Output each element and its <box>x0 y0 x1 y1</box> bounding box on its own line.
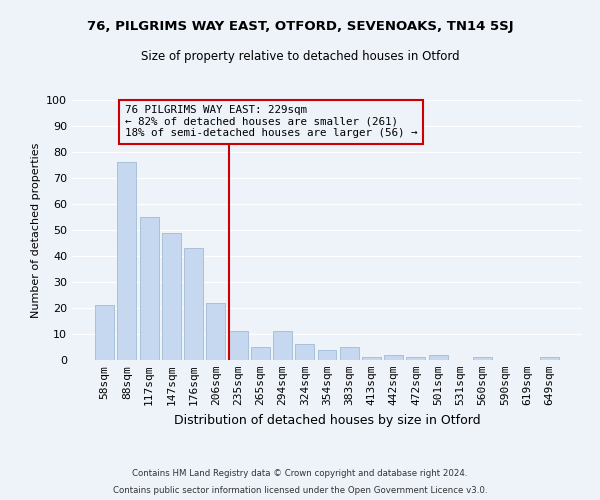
Bar <box>273 332 292 360</box>
Bar <box>95 306 114 360</box>
Bar <box>118 162 136 360</box>
X-axis label: Distribution of detached houses by size in Otford: Distribution of detached houses by size … <box>173 414 481 426</box>
Bar <box>340 347 359 360</box>
Bar <box>162 232 181 360</box>
Bar <box>251 347 270 360</box>
Bar <box>429 355 448 360</box>
Bar <box>184 248 203 360</box>
Text: 76, PILGRIMS WAY EAST, OTFORD, SEVENOAKS, TN14 5SJ: 76, PILGRIMS WAY EAST, OTFORD, SEVENOAKS… <box>86 20 514 33</box>
Bar <box>362 358 381 360</box>
Bar <box>540 358 559 360</box>
Bar <box>140 217 158 360</box>
Bar <box>206 303 225 360</box>
Bar <box>295 344 314 360</box>
Bar <box>384 355 403 360</box>
Bar <box>406 358 425 360</box>
Text: Size of property relative to detached houses in Otford: Size of property relative to detached ho… <box>140 50 460 63</box>
Bar <box>317 350 337 360</box>
Text: Contains HM Land Registry data © Crown copyright and database right 2024.: Contains HM Land Registry data © Crown c… <box>132 468 468 477</box>
Text: Contains public sector information licensed under the Open Government Licence v3: Contains public sector information licen… <box>113 486 487 495</box>
Bar <box>229 332 248 360</box>
Y-axis label: Number of detached properties: Number of detached properties <box>31 142 41 318</box>
Text: 76 PILGRIMS WAY EAST: 229sqm
← 82% of detached houses are smaller (261)
18% of s: 76 PILGRIMS WAY EAST: 229sqm ← 82% of de… <box>125 105 417 138</box>
Bar <box>473 358 492 360</box>
